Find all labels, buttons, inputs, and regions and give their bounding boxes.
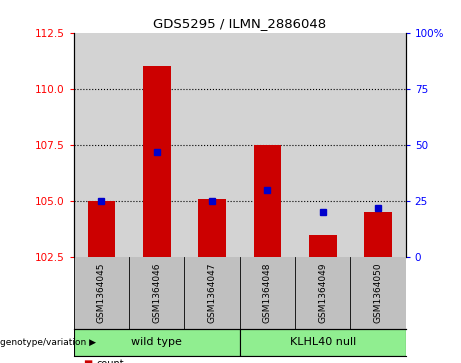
Bar <box>143 66 171 257</box>
Text: GSM1364046: GSM1364046 <box>152 263 161 323</box>
Text: GSM1364045: GSM1364045 <box>97 263 106 323</box>
Text: ■: ■ <box>83 359 92 363</box>
Text: GSM1364047: GSM1364047 <box>207 263 217 323</box>
Text: KLHL40 null: KLHL40 null <box>290 337 356 347</box>
Bar <box>254 145 281 257</box>
Title: GDS5295 / ILMN_2886048: GDS5295 / ILMN_2886048 <box>153 17 326 30</box>
Text: genotype/variation ▶: genotype/variation ▶ <box>0 338 96 347</box>
Text: GSM1364049: GSM1364049 <box>318 263 327 323</box>
Bar <box>198 199 226 257</box>
Text: GSM1364050: GSM1364050 <box>373 262 383 323</box>
Text: count: count <box>97 359 124 363</box>
Bar <box>364 212 392 257</box>
Bar <box>74 329 240 356</box>
Bar <box>88 201 115 257</box>
Text: wild type: wild type <box>131 337 182 347</box>
Bar <box>309 234 337 257</box>
Bar <box>240 329 406 356</box>
Text: GSM1364048: GSM1364048 <box>263 263 272 323</box>
